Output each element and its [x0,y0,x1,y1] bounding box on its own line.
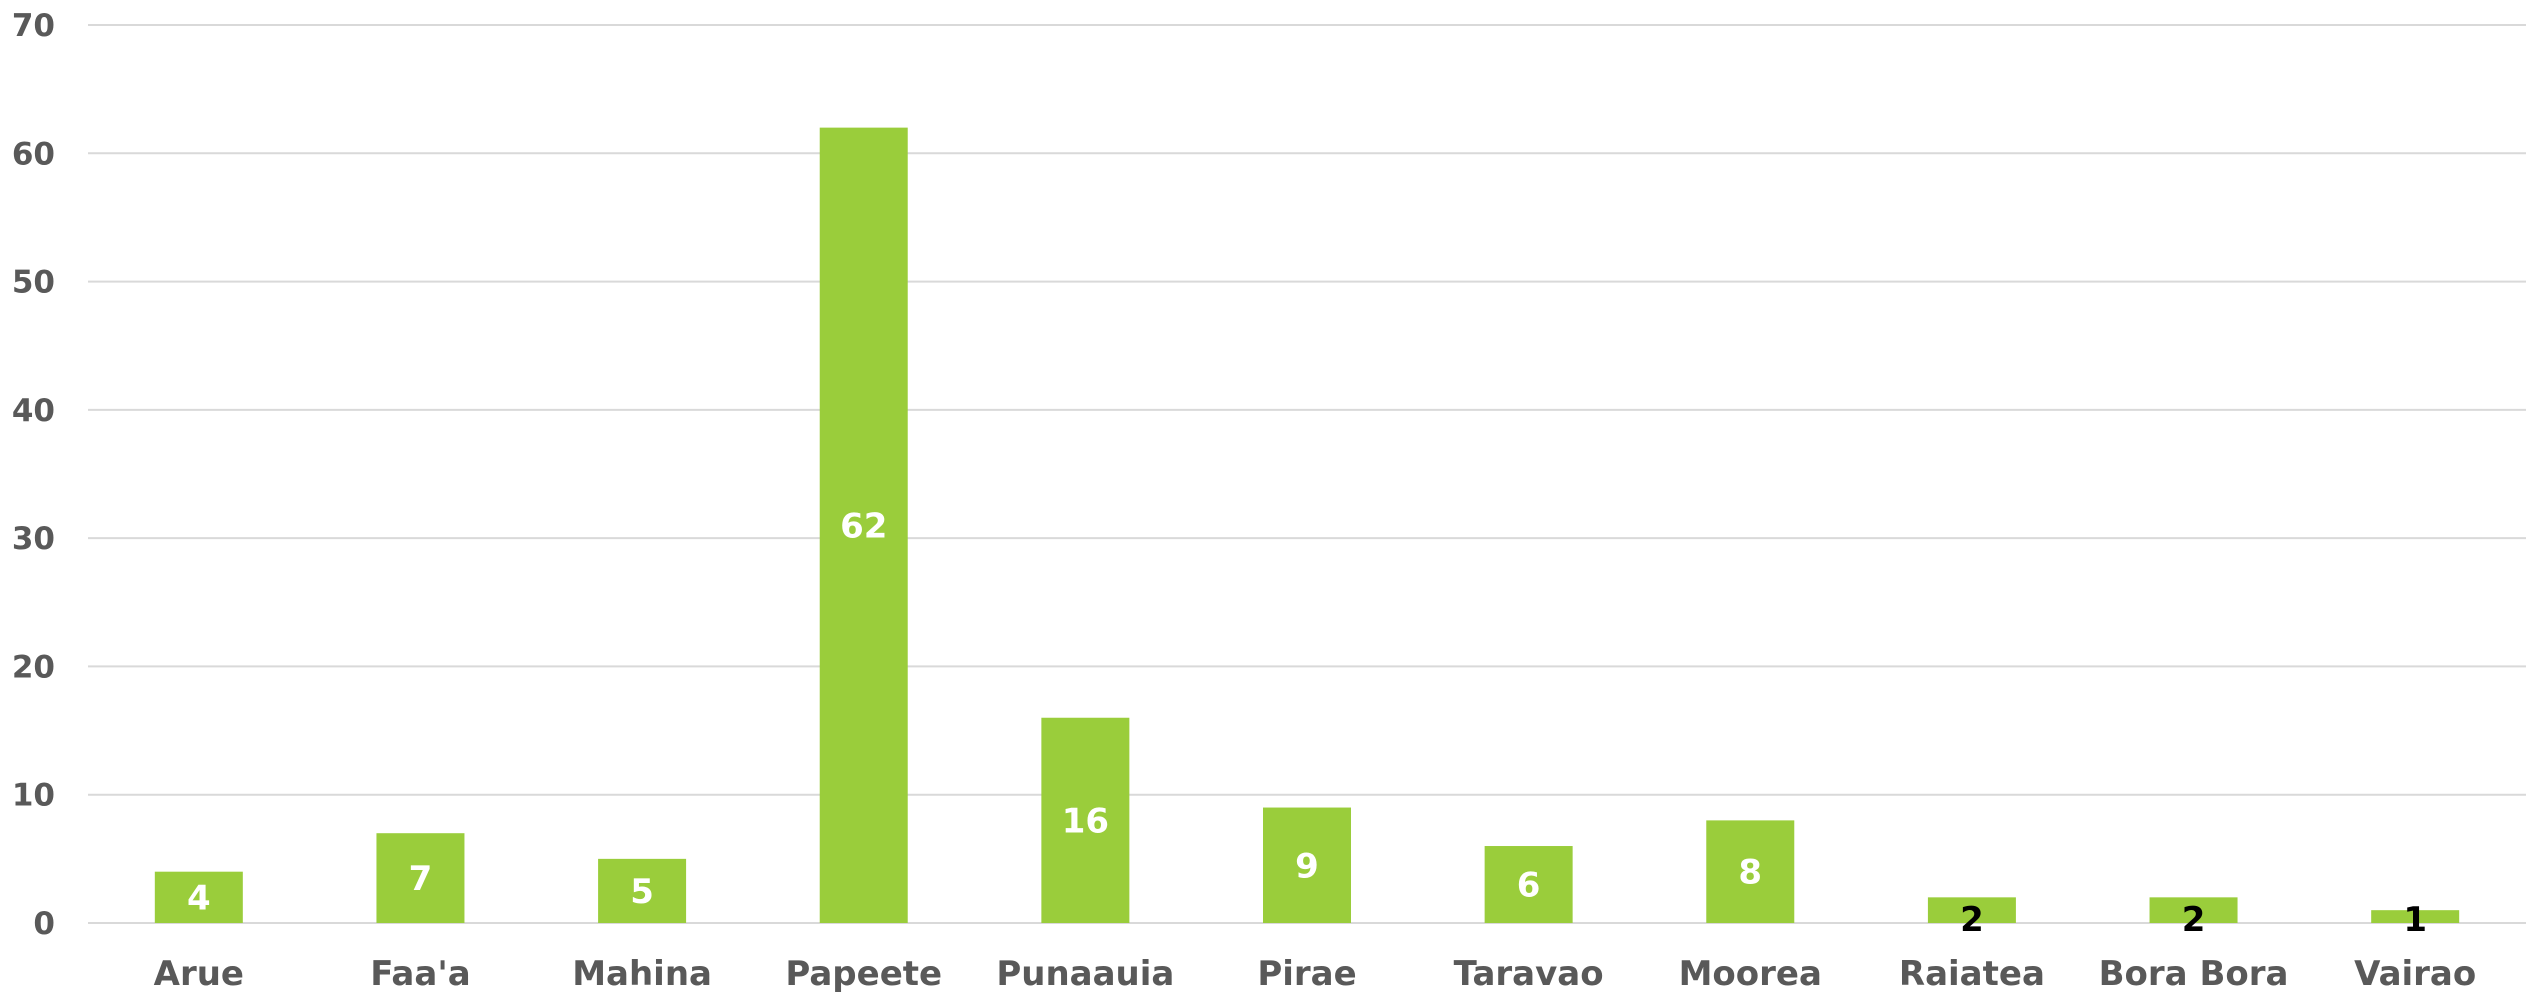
y-tick-label: 0 [33,906,55,942]
bar [1041,717,1130,923]
x-tick-label: Arue [154,954,244,993]
bar [1484,846,1573,923]
bar [2149,897,2238,923]
bars [154,127,2460,924]
data-label: 16 [1062,801,1109,841]
y-tick-label: 50 [12,265,55,301]
y-axis-ticks: 0 10 20 30 40 50 60 70 [12,8,55,942]
data-label: 1 [2403,900,2427,940]
y-tick-label: 70 [12,8,55,44]
x-tick-label: Mahina [572,954,712,993]
data-labels: 4 7 5 62 16 9 6 8 2 2 1 [187,506,2427,940]
x-tick-label: Bora Bora [2099,954,2289,993]
x-tick-label: Taravao [1454,954,1604,993]
x-tick-label: Pirae [1257,954,1356,993]
data-label: 5 [630,872,654,912]
x-tick-label: Punaauia [996,954,1174,993]
data-label: 8 [1738,853,1762,893]
gridlines [88,24,2526,924]
y-tick-label: 30 [12,521,55,557]
y-tick-label: 10 [12,778,55,814]
data-label: 6 [1517,866,1541,906]
bar [1706,820,1795,923]
bar [154,871,243,923]
data-label: 62 [840,506,887,546]
bar [1263,807,1351,923]
bar [819,127,908,924]
y-tick-label: 40 [12,393,55,429]
x-tick-label: Vairao [2354,954,2476,993]
x-tick-label: Moorea [1679,954,1822,993]
x-tick-label: Raiatea [1899,954,2045,993]
data-label: 9 [1295,846,1319,886]
data-label: 4 [187,878,211,918]
x-tick-label: Papeete [785,954,942,993]
x-axis-ticks: Arue Faa'a Mahina Papeete Punaauia Pirae Tarav… [154,954,2477,993]
data-label: 2 [2182,900,2206,940]
bar [376,833,465,923]
bar [2371,910,2460,923]
data-label: 2 [1960,900,1984,940]
y-tick-label: 60 [12,136,55,172]
bar [598,858,687,923]
y-tick-label: 20 [12,649,55,685]
data-label: 7 [409,859,433,899]
x-tick-label: Faa'a [370,954,470,993]
bar [1927,897,2016,923]
